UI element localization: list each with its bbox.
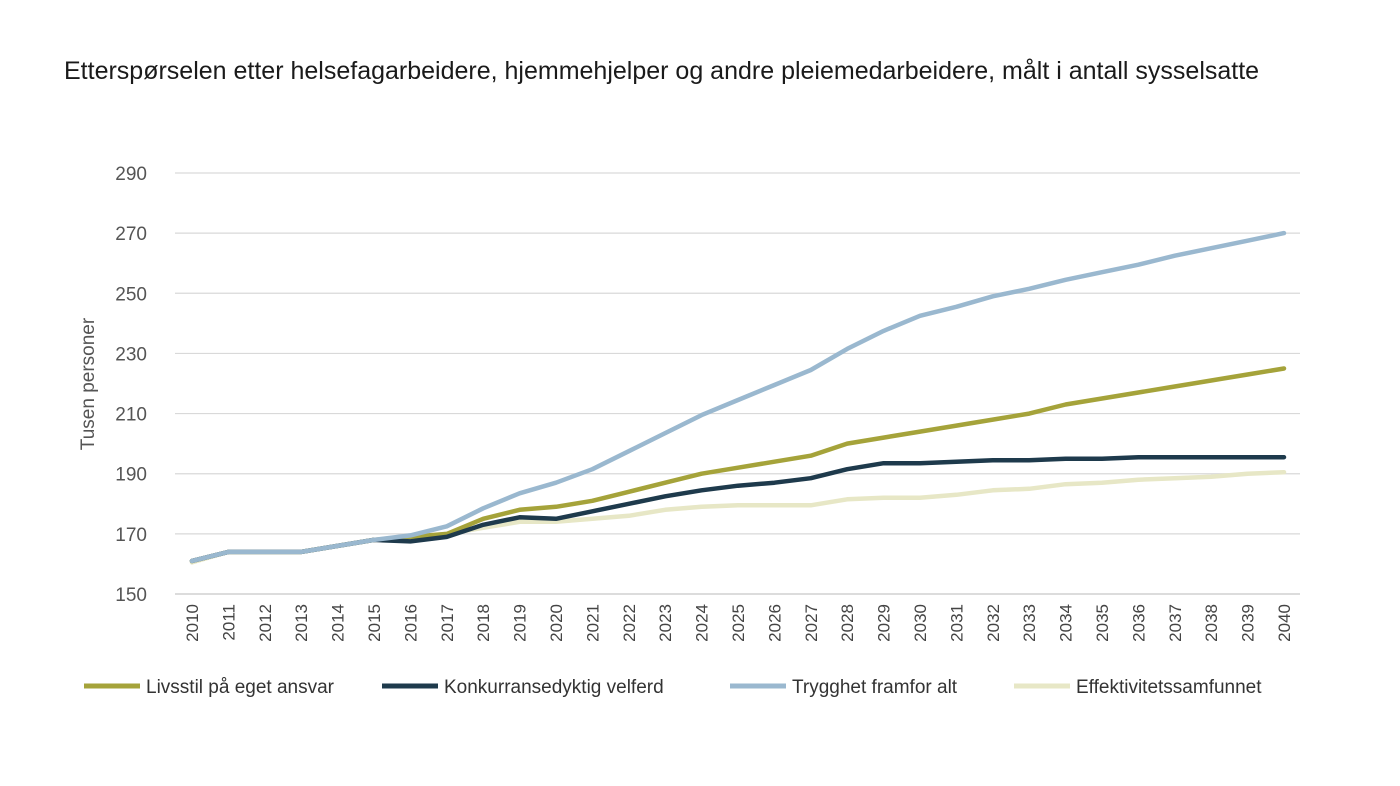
x-tick-label: 2040	[1275, 604, 1294, 642]
series-line-livsstil-p-eget-ansvar	[189, 366, 1287, 564]
x-tick-label: 2024	[693, 604, 712, 642]
y-tick-label: 250	[115, 284, 147, 305]
legend-label: Effektivitetssamfunnet	[1076, 677, 1262, 698]
y-tick-label: 230	[115, 344, 147, 365]
legend-label: Konkurransedyktig velferd	[444, 677, 664, 698]
x-tick-label: 2020	[547, 604, 566, 642]
x-tick-label: 2026	[765, 604, 784, 642]
x-tick-label: 2025	[729, 604, 748, 642]
x-tick-label: 2023	[656, 604, 675, 642]
x-tick-label: 2032	[984, 604, 1003, 642]
y-tick-label: 290	[115, 164, 147, 185]
x-axis-ticks: 2010 2011 2012 2013 2014 2015 2016 2017 2018 2019…	[183, 604, 1294, 642]
series-line-konkurransedyktig-velferd	[189, 454, 1287, 564]
x-tick-label: 2016	[401, 604, 420, 642]
x-tick-label: 2029	[875, 604, 894, 642]
x-tick-label: 2037	[1166, 604, 1185, 642]
x-tick-label: 2031	[947, 604, 966, 642]
x-tick-label: 2013	[292, 604, 311, 642]
series-lines	[189, 230, 1287, 565]
x-tick-label: 2014	[329, 604, 348, 642]
x-tick-label: 2035	[1093, 604, 1112, 642]
y-tick-label: 270	[115, 224, 147, 245]
x-tick-label: 2018	[474, 604, 493, 642]
x-tick-label: 2034	[1057, 604, 1076, 642]
x-tick-label: 2038	[1202, 604, 1221, 642]
x-tick-label: 2033	[1020, 604, 1039, 642]
legend-label: Trygghet framfor alt	[792, 677, 958, 698]
legend-label: Livsstil på eget ansvar	[146, 677, 335, 698]
y-tick-label: 150	[115, 585, 147, 606]
x-tick-label: 2027	[802, 604, 821, 642]
y-tick-label: 210	[115, 405, 147, 426]
x-tick-label: 2017	[438, 604, 457, 642]
y-axis-ticks: 150 170 190 210 230 250 270 290	[115, 164, 147, 606]
series-line-trygghet-framfor-alt	[189, 230, 1287, 564]
y-tick-label: 170	[115, 525, 147, 546]
x-tick-label: 2012	[256, 604, 275, 642]
x-tick-label: 2022	[620, 604, 639, 642]
x-tick-label: 2030	[911, 604, 930, 642]
x-tick-label: 2039	[1239, 604, 1258, 642]
x-tick-label: 2015	[365, 604, 384, 642]
y-tick-label: 190	[115, 465, 147, 486]
legend: Livsstil på eget ansvar Konkurransedyktig…	[84, 677, 1262, 698]
x-tick-label: 2036	[1129, 604, 1148, 642]
gridlines	[175, 172, 1300, 595]
x-tick-label: 2028	[838, 604, 857, 642]
x-tick-label: 2010	[183, 604, 202, 642]
x-tick-label: 2021	[583, 604, 602, 642]
x-tick-label: 2011	[219, 604, 238, 641]
chart-title: Etterspørselen etter helsefagarbeidere, …	[64, 57, 1260, 85]
x-tick-label: 2019	[511, 604, 530, 642]
y-axis-label: Tusen personer	[78, 317, 99, 450]
